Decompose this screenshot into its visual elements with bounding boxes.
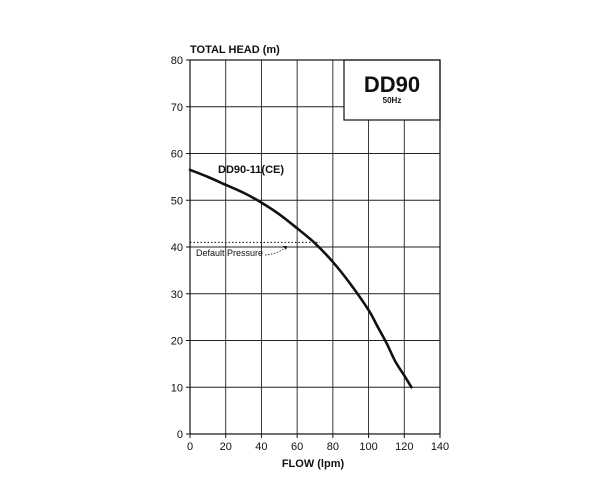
grid-lines (186, 59, 441, 438)
y-tick-label: 40 (171, 242, 183, 254)
chart-subtitle: 50Hz (383, 96, 402, 105)
x-tick-label: 100 (359, 441, 377, 453)
y-tick-label: 0 (177, 429, 183, 441)
y-axis-title: TOTAL HEAD (m) (190, 44, 280, 56)
y-tick-label: 30 (171, 289, 183, 301)
x-tick-label: 60 (291, 441, 303, 453)
tick-labels: 0 20 40 60 80 100 120 140 0 10 20 30 40 50 60 70 80 (171, 55, 449, 453)
x-axis-title: FLOW (lpm) (282, 458, 345, 470)
x-tick-label: 0 (187, 441, 193, 453)
y-tick-label: 80 (171, 55, 183, 67)
title-box-frame (343, 59, 441, 121)
x-tick-label: 140 (431, 441, 449, 453)
chart-title: DD90 (364, 72, 420, 97)
series-label: DD90-11(CE) (218, 164, 284, 176)
y-tick-label: 20 (171, 336, 183, 348)
x-tick-label: 40 (255, 441, 267, 453)
series-layer (188, 168, 413, 389)
default-pressure-arrow (264, 246, 287, 256)
default-pressure-label: Default Pressure (196, 248, 263, 258)
x-tick-label: 120 (395, 441, 413, 453)
y-tick-label: 70 (171, 102, 183, 114)
y-tick-label: 60 (171, 149, 183, 161)
series-line-dd90-11ce (188, 168, 413, 389)
x-tick-label: 80 (327, 441, 339, 453)
y-tick-label: 10 (171, 382, 183, 394)
x-tick-label: 20 (220, 441, 232, 453)
plot-frame (189, 59, 441, 435)
title-box: DD90 50Hz (343, 59, 441, 121)
y-tick-label: 50 (171, 195, 183, 207)
arrow-head (283, 246, 287, 250)
